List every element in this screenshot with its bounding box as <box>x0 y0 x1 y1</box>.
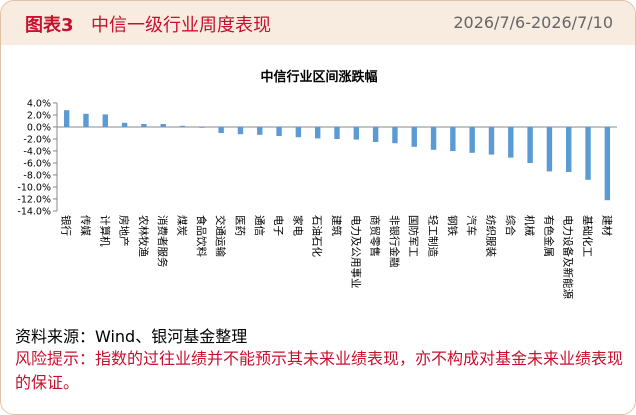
y-tick-label: -10.0% <box>17 183 51 194</box>
date-range: 2026/7/6-2026/7/10 <box>453 13 613 32</box>
y-tick-label: -6.0% <box>23 159 51 170</box>
bar-电子 <box>276 127 282 136</box>
x-tick-label: 建材 <box>600 215 613 236</box>
figure-title: 中信一级行业周度表现 <box>91 15 271 36</box>
bar-chart: 中信行业区间涨跌幅 4.0%2.0%0.0%-2.0%-4.0%-6.0%-8.… <box>17 69 617 299</box>
x-tick-label: 钢铁 <box>446 215 459 236</box>
y-tick-label: -8.0% <box>23 171 51 182</box>
bar-综合 <box>508 127 514 158</box>
bar-机械 <box>527 127 533 163</box>
chart-bars <box>63 110 611 201</box>
x-tick-label: 计算机 <box>98 215 111 247</box>
bar-计算机 <box>102 114 108 127</box>
bar-食品饮料 <box>199 127 205 128</box>
y-tick-label: 4.0% <box>27 99 51 110</box>
chart-title: 中信行业区间涨跌幅 <box>260 69 377 85</box>
y-tick-label: 2.0% <box>27 111 51 122</box>
x-tick-label: 传媒 <box>79 215 92 236</box>
bar-银行 <box>63 110 70 127</box>
bar-纺织服装 <box>488 127 495 155</box>
bar-轻工制造 <box>430 127 437 150</box>
bar-煤炭 <box>179 125 186 127</box>
x-tick-label: 消费者服务 <box>156 215 169 268</box>
y-tick-label: -4.0% <box>23 147 51 158</box>
bar-电力及公用事业 <box>353 127 360 140</box>
x-tick-label: 电力设备及新能源 <box>562 215 575 299</box>
x-tick-label: 电子 <box>272 215 285 236</box>
x-tick-label: 银行 <box>60 215 73 236</box>
bar-房地产 <box>121 122 128 127</box>
bar-国防军工 <box>411 127 417 147</box>
bar-建筑 <box>334 127 340 139</box>
x-tick-label: 纺织服装 <box>484 215 497 257</box>
source-note: 资料来源：Wind、银河基金整理 <box>15 327 248 346</box>
bar-商贸零售 <box>372 127 379 142</box>
bar-钢铁 <box>450 127 456 151</box>
bar-医药 <box>237 127 244 135</box>
bar-家电 <box>295 127 302 138</box>
bar-电力设备及新能源 <box>566 127 572 172</box>
bar-交通运输 <box>218 127 224 133</box>
x-tick-label: 机械 <box>523 215 536 236</box>
x-tick-label: 医药 <box>233 215 245 236</box>
x-tick-label: 石油石化 <box>311 215 324 257</box>
x-tick-label: 电力及公用事业 <box>349 215 362 289</box>
bar-农林牧渔 <box>141 124 147 127</box>
bar-有色金属 <box>546 127 553 172</box>
x-tick-label: 建筑 <box>330 215 343 236</box>
figure-header: 图表3 中信一级行业周度表现 2026/7/6-2026/7/10 <box>1 1 635 45</box>
x-tick-label: 房地产 <box>118 215 131 247</box>
bar-建材 <box>604 127 611 201</box>
risk-disclaimer: 风险提示：指数的过往业绩并不能预示其未来业绩表现，亦不构成对基金未来业绩表现的保… <box>15 349 624 392</box>
x-tick-label: 汽车 <box>465 215 478 236</box>
chart-x-labels: 银行 传媒 计算机 房地产 农林牧渔 消费者服务 煤炭 食品饮料 交通运输 医药 通信 电子 家电 石油石… <box>60 215 614 299</box>
x-tick-label: 商贸零售 <box>369 215 382 257</box>
x-tick-label: 食品饮料 <box>195 215 208 257</box>
bar-基础化工 <box>585 127 591 180</box>
x-tick-label: 家电 <box>291 215 304 236</box>
x-tick-label: 非银行金融 <box>388 215 401 268</box>
x-tick-label: 煤炭 <box>176 215 189 236</box>
bar-非银行金融 <box>392 127 398 144</box>
y-tick-label: -14.0% <box>17 207 51 218</box>
x-tick-label: 基础化工 <box>581 215 594 257</box>
y-tick-label: 0.0% <box>27 123 51 134</box>
bar-传媒 <box>83 113 89 127</box>
x-tick-label: 有色金属 <box>542 215 555 257</box>
y-tick-label: -2.0% <box>23 135 51 146</box>
x-tick-label: 交通运输 <box>214 215 227 257</box>
bar-通信 <box>257 127 263 135</box>
x-tick-label: 轻工制造 <box>427 215 440 257</box>
bar-消费者服务 <box>160 124 166 127</box>
bar-汽车 <box>469 127 475 153</box>
x-tick-label: 国防军工 <box>407 215 420 257</box>
y-tick-label: -12.0% <box>17 195 51 206</box>
x-tick-label: 综合 <box>504 215 517 236</box>
bar-石油石化 <box>314 127 321 139</box>
x-tick-label: 农林牧渔 <box>137 215 150 257</box>
x-tick-label: 通信 <box>253 215 265 236</box>
figure-number: 图表3 <box>25 15 74 36</box>
